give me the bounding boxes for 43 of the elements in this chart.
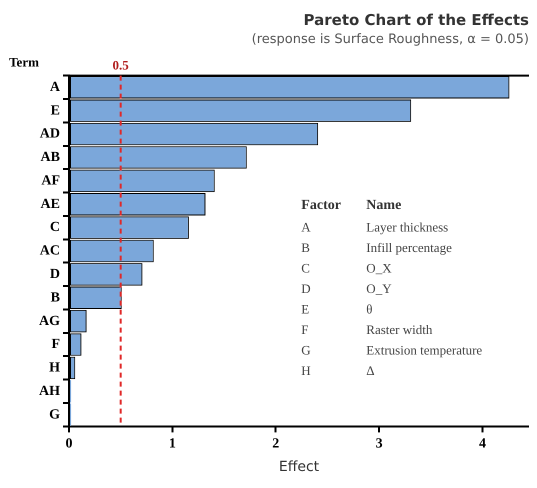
y-tick-label: C xyxy=(50,220,60,236)
x-tick-label: 3 xyxy=(376,436,383,452)
annotation: G xyxy=(301,342,311,358)
annotation: Layer thickness xyxy=(366,219,448,234)
y-tick-label: D xyxy=(50,266,60,282)
x-axis-title: Effect xyxy=(278,459,320,476)
annotation: F xyxy=(301,322,309,337)
chart-title: Pareto Chart of the Effects xyxy=(304,10,530,29)
x-tick-label: 0 xyxy=(66,436,72,452)
x-tick-label: 1 xyxy=(168,436,176,452)
ref-line-label: 0.5 xyxy=(112,57,130,72)
annotation: Δ xyxy=(366,362,375,378)
y-tick-label: AE xyxy=(40,196,60,212)
y-tick-label: F xyxy=(51,337,60,352)
annotation: D xyxy=(301,280,311,296)
annotation: A xyxy=(301,219,312,234)
annotation: Infill percentage xyxy=(366,240,452,255)
y-tick-label: H xyxy=(49,360,60,376)
annotation: Name xyxy=(366,198,402,214)
annotation: E xyxy=(301,301,310,316)
y-tick-label: B xyxy=(50,290,60,306)
y-tick-label: AB xyxy=(40,150,60,166)
y-axis-title: Term xyxy=(9,54,40,70)
x-tick-label: 2 xyxy=(272,436,280,452)
y-tick-label: A xyxy=(50,80,61,95)
x-tick-label: 4 xyxy=(478,436,486,452)
y-tick-label: G xyxy=(49,407,60,422)
y-tick-label: E xyxy=(50,103,60,118)
annotation: H xyxy=(301,362,311,378)
annotation: B xyxy=(301,240,310,255)
y-tick-label: AH xyxy=(39,384,60,399)
annotation: C xyxy=(301,260,310,276)
chart-subtitle: (response is Surface Roughness, α = 0.05) xyxy=(252,32,529,48)
y-tick-label: AD xyxy=(40,126,60,142)
y-tick-label: AG xyxy=(39,314,60,329)
annotation: O_X xyxy=(366,260,392,276)
annotation: Raster width xyxy=(366,322,433,337)
y-tick-label: AC xyxy=(40,244,60,259)
annotation: θ xyxy=(366,301,373,316)
annotation: Factor xyxy=(301,198,341,214)
annotation: O_Y xyxy=(366,280,392,296)
y-tick-label: AF xyxy=(41,173,60,188)
annotation: Extrusion temperature xyxy=(366,342,482,358)
